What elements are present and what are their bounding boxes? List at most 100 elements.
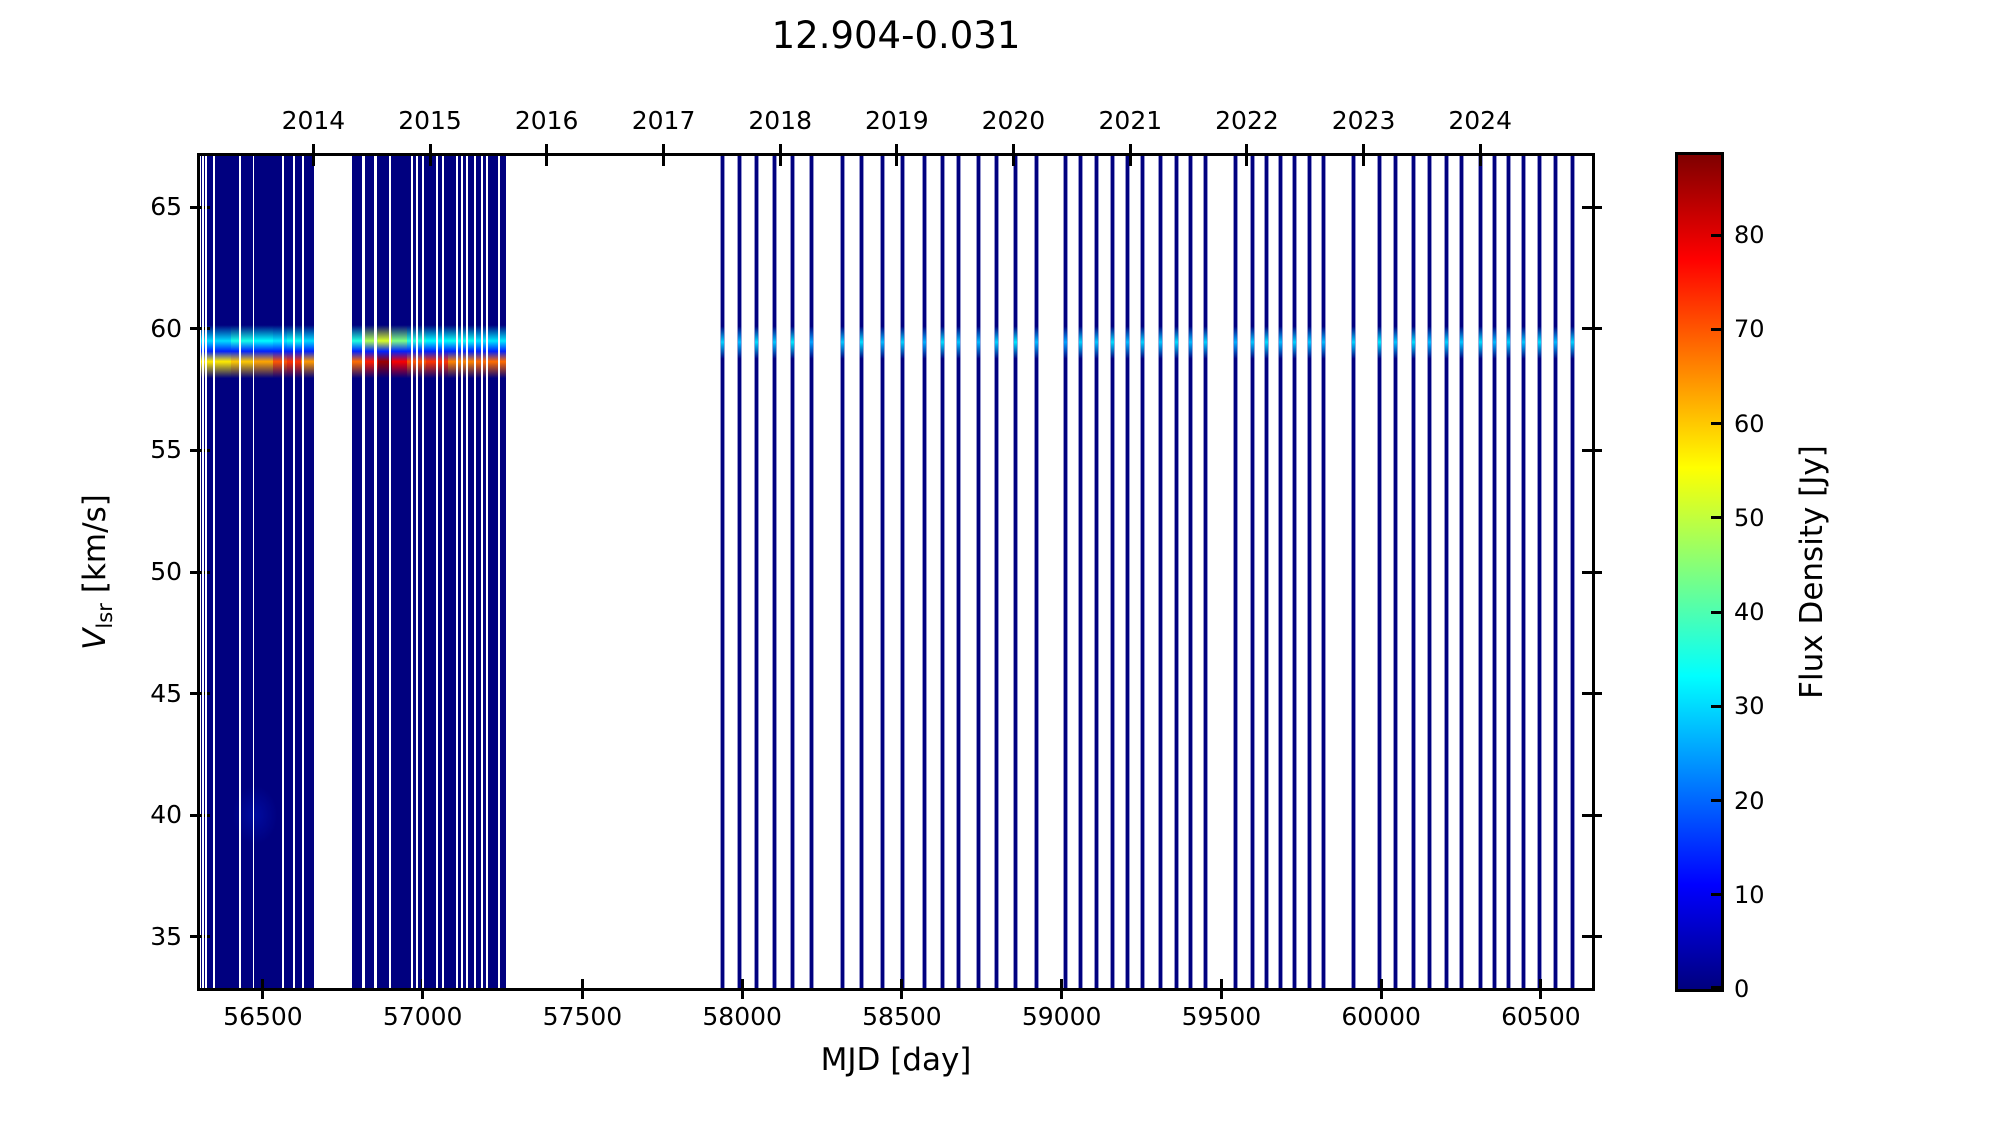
y-tick-label: 45 [150, 678, 182, 708]
x-tick-label: 60500 [1501, 1002, 1581, 1031]
observation-stripe [1393, 156, 1399, 988]
y-tick-label: 35 [150, 921, 182, 951]
block-gap-line [422, 156, 424, 988]
observation-stripe [1249, 156, 1255, 988]
y-tick-right [1582, 935, 1602, 939]
dense-block-segment [272, 156, 287, 988]
block-gap-line [411, 156, 413, 988]
block-gap-line [442, 156, 444, 988]
observation-stripe [840, 156, 846, 988]
observation-stripe [720, 156, 726, 988]
dense-block-segment [253, 156, 273, 988]
year-tick-label: 2017 [631, 106, 696, 135]
x-tick [900, 979, 904, 999]
block-gap-line [456, 156, 458, 988]
year-tick-label: 2022 [1215, 106, 1279, 135]
x-tick-label: 59500 [1181, 1002, 1262, 1031]
block-gap-line [474, 156, 476, 988]
block-gap-line [461, 156, 463, 988]
y-tick-right [1582, 570, 1602, 574]
observation-stripe [809, 156, 815, 988]
colorbar-tick [1711, 516, 1722, 520]
year-tick [778, 144, 782, 166]
block-gap-line [202, 156, 204, 988]
block-gap-line [374, 156, 377, 988]
observation-stripe [1063, 156, 1069, 988]
y-tick [190, 692, 210, 696]
colorbar-tick [1711, 422, 1722, 426]
block-gap-line [282, 156, 284, 988]
heatmap-plot-area [200, 156, 1592, 988]
x-tick-label: 58000 [702, 1002, 782, 1031]
observation-stripe [1278, 156, 1284, 988]
year-tick [545, 144, 549, 166]
observation-stripe [1013, 156, 1019, 988]
colorbar-label: Flux Density [Jy] [1794, 445, 1830, 699]
y-tick-label: 60 [150, 313, 182, 343]
block-gap-line [498, 156, 500, 988]
observation-stripe [1125, 156, 1131, 988]
y-tick-right [1582, 448, 1602, 452]
y-tick [190, 205, 210, 209]
year-tick [1011, 144, 1015, 166]
observation-stripe [1492, 156, 1498, 988]
year-tick [1128, 144, 1132, 166]
block-gap-line [239, 156, 241, 988]
colorbar-tick-label: 20 [1734, 786, 1765, 815]
year-tick [311, 144, 315, 166]
x-tick [421, 979, 425, 999]
year-tick-label: 2018 [748, 106, 812, 135]
observation-stripe [900, 156, 906, 988]
x-tick [580, 979, 584, 999]
x-tick-label: 59000 [1021, 1002, 1102, 1031]
x-tick-label: 57500 [542, 1002, 623, 1031]
year-tick [1245, 144, 1249, 166]
observation-stripe [1321, 156, 1327, 988]
year-tick-label: 2021 [1098, 106, 1163, 135]
observation-stripe [922, 156, 928, 988]
y-tick [190, 935, 210, 939]
block-gap-line [389, 156, 391, 988]
block-gap-line [481, 156, 483, 988]
observation-stripe [1570, 156, 1576, 988]
year-tick-label: 2023 [1331, 106, 1396, 135]
year-tick-label: 2020 [981, 106, 1046, 135]
dense-block-segment [448, 156, 474, 988]
observation-stripe [1443, 156, 1449, 988]
x-tick [1219, 979, 1223, 999]
year-tick-label: 2016 [514, 106, 579, 135]
observation-stripe [956, 156, 962, 988]
year-tick [1478, 144, 1482, 166]
dense-block-segment [473, 156, 506, 988]
observation-stripe [994, 156, 1000, 988]
colorbar-tick [1711, 327, 1722, 331]
block-gap-line [361, 156, 365, 988]
colorbar [1675, 152, 1724, 992]
year-tick-label: 2015 [398, 106, 462, 135]
observation-stripe [1078, 156, 1084, 988]
x-tick [740, 979, 744, 999]
observation-stripe [976, 156, 982, 988]
observation-stripe [1187, 156, 1193, 988]
colorbar-tick-label: 60 [1734, 409, 1765, 438]
dense-block-segment [352, 156, 366, 988]
year-tick-label: 2019 [864, 106, 929, 135]
observation-stripe [1506, 156, 1512, 988]
observation-stripe [789, 156, 795, 988]
y-tick-right [1582, 813, 1602, 817]
colorbar-tick [1711, 986, 1722, 989]
x-tick [1539, 979, 1543, 999]
observation-stripe [1478, 156, 1484, 988]
x-axis-label: MJD [day] [820, 1042, 972, 1078]
colorbar-tick [1711, 893, 1722, 897]
observation-stripe [1202, 156, 1208, 988]
plot-title: 12.904-0.031 [771, 14, 1021, 57]
y-tick [190, 448, 210, 452]
dense-block-segment [230, 156, 254, 988]
observation-stripe [940, 156, 946, 988]
year-tick-label: 2014 [281, 106, 346, 135]
colorbar-tick [1711, 799, 1722, 803]
y-tick-right [1582, 692, 1602, 696]
year-tick [1362, 144, 1366, 166]
